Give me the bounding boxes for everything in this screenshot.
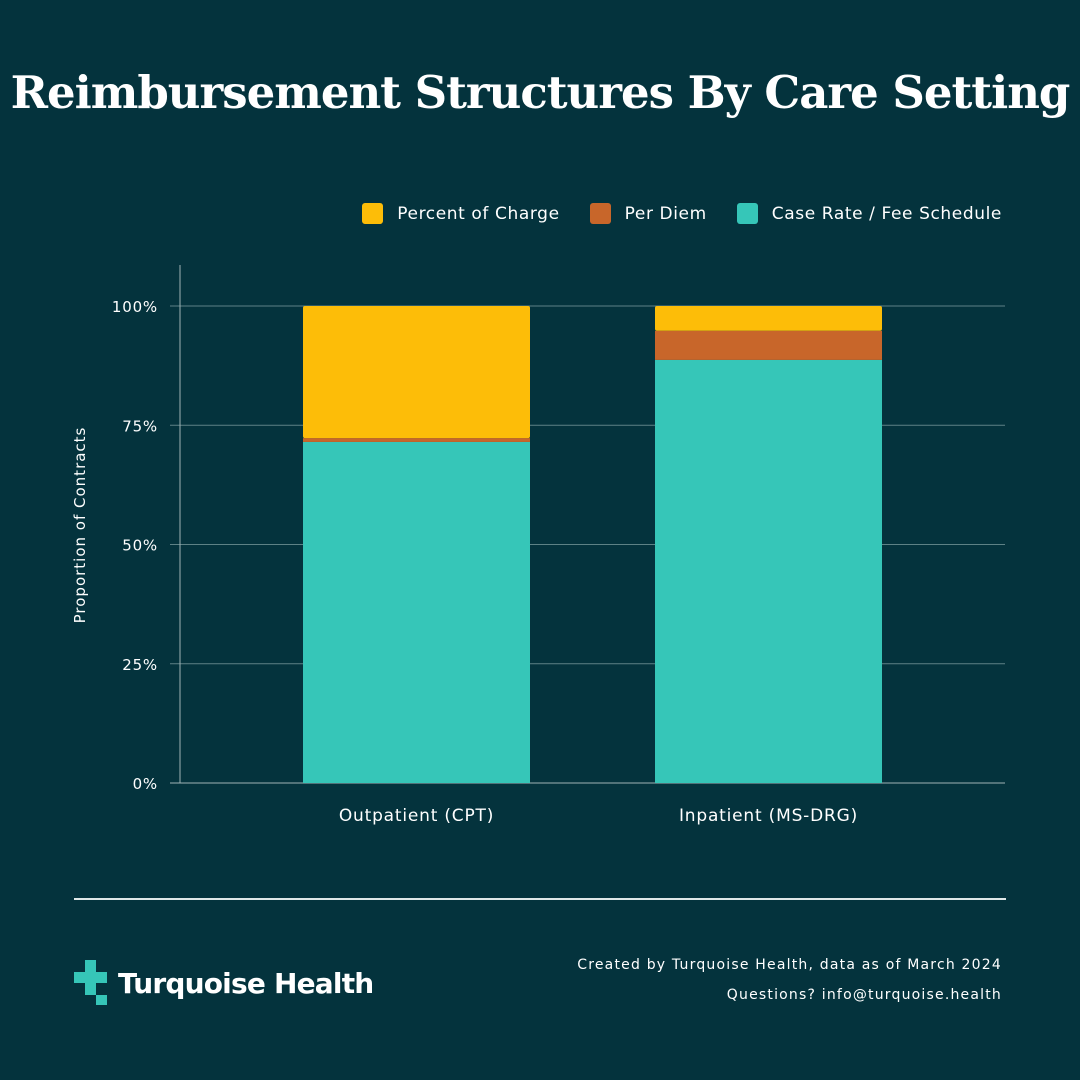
contact-text: Questions? info@turquoise.health — [726, 987, 1002, 1003]
turquoise-cross-icon — [74, 960, 107, 1005]
x-tick-label: Outpatient (CPT) — [339, 806, 494, 826]
y-tick-label: 50% — [122, 537, 158, 555]
legend-swatch — [362, 203, 384, 224]
legend: Percent of Charge Per Diem Case Rate / Fee… — [362, 203, 1002, 224]
legend-item: Percent of Charge — [362, 203, 559, 224]
legend-item: Per Diem — [589, 203, 707, 224]
credit-text: Created by Turquoise Health, data as of … — [577, 957, 1002, 973]
logo-text: Turquoise Health — [118, 966, 374, 1000]
legend-swatch — [736, 203, 758, 224]
legend-item: Case Rate / Fee Schedule — [736, 203, 1002, 224]
bar-segment-case-rate-fee-schedule — [655, 359, 882, 783]
bar-segment-percent-of-charge — [303, 306, 530, 439]
divider — [74, 898, 1006, 900]
x-tick-label: Inpatient (MS-DRG) — [679, 806, 858, 826]
legend-label: Per Diem — [624, 203, 707, 224]
y-tick-label: 100% — [112, 298, 158, 316]
logo: Turquoise Health — [74, 960, 374, 1006]
bar-segment-percent-of-charge — [655, 306, 882, 331]
legend-swatch — [589, 203, 611, 224]
legend-label: Percent of Charge — [397, 203, 560, 224]
y-tick-label: 75% — [122, 417, 158, 435]
y-axis-label: Proportion of Contracts — [71, 427, 89, 624]
y-tick-label: 25% — [122, 656, 158, 674]
bar-segment-case-rate-fee-schedule — [303, 441, 530, 783]
bar-segment-per-diem — [655, 330, 882, 360]
y-tick-label: 0% — [133, 775, 158, 793]
legend-label: Case Rate / Fee Schedule — [771, 203, 1002, 224]
bar-segment-per-diem — [303, 438, 530, 442]
chart-title: Reimbursement Structures By Care Setting — [10, 66, 1071, 119]
